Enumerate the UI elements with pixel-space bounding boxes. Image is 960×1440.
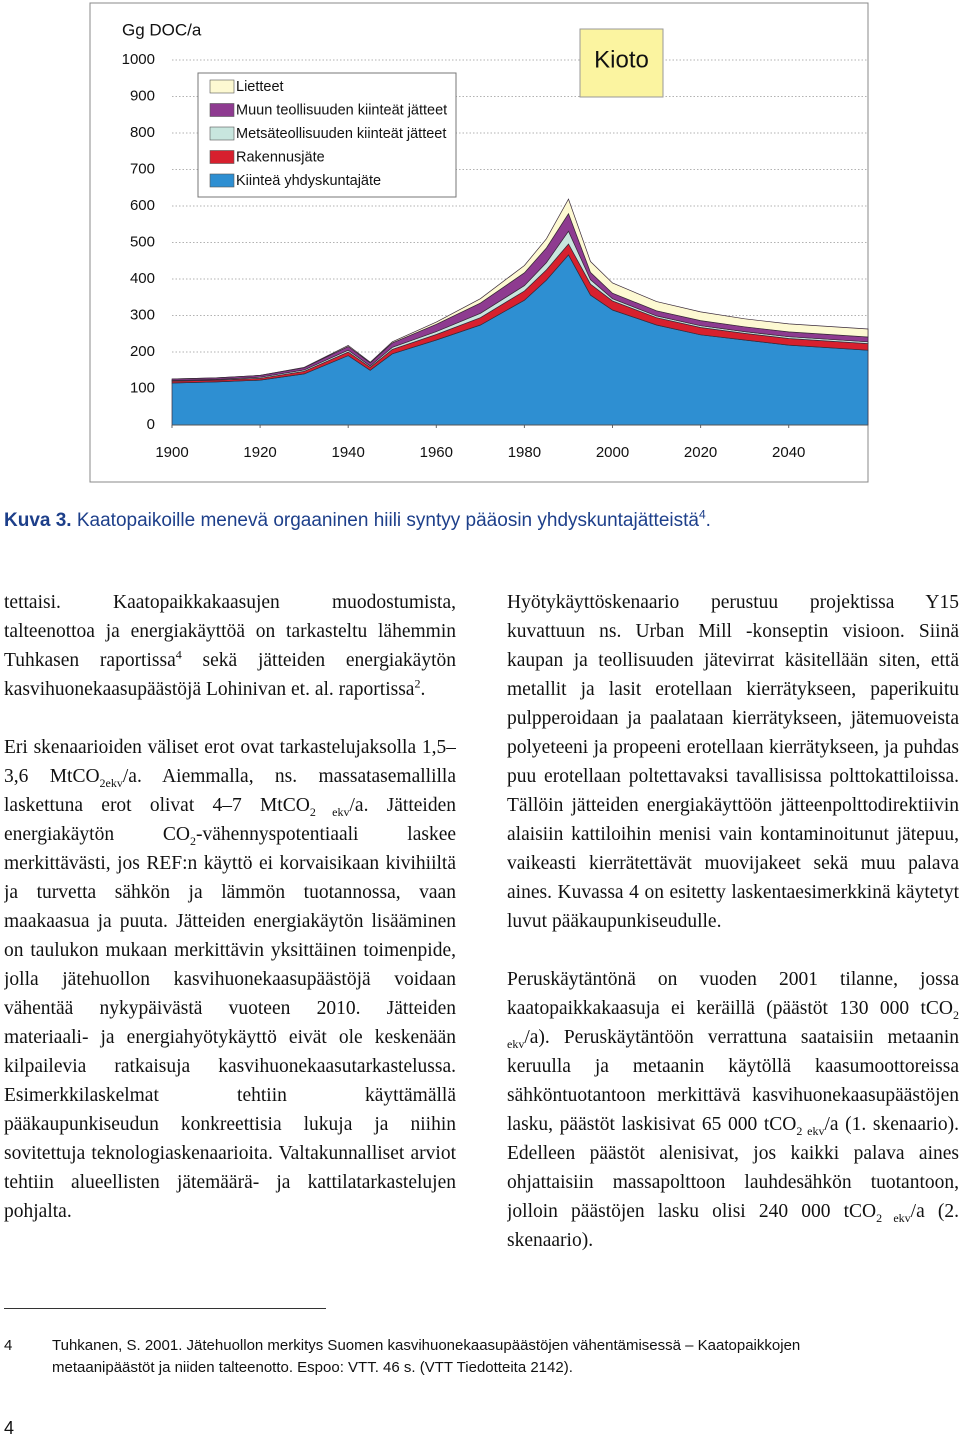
footnote-rule: [4, 1308, 326, 1309]
text-run: Eri skenaarioiden väliset erot ovat tark…: [4, 737, 456, 787]
chart: Gg DOC/a 0 100 200 300 400 500 600 700 800 900 100…: [89, 2, 869, 483]
text-run: /a. Jätteiden energiakäytön CO: [4, 795, 456, 845]
legend-swatch: [209, 150, 235, 164]
text-run: Kaatopaikoille menevä orgaaninen hiili s…: [71, 510, 699, 531]
text-run: sekä jätteiden energiakäytön kasvihuonek…: [4, 650, 456, 700]
x-tick-label: 2020: [684, 444, 717, 461]
y-tick-label: 100: [130, 379, 155, 396]
y-tick-label: 800: [130, 124, 155, 141]
text-run: /a). Peruskäytäntöön verrattuna saataisi…: [507, 1027, 959, 1135]
y-tick-label: 0: [147, 416, 155, 433]
y-tick-label: 1000: [122, 51, 155, 68]
text-run: .: [705, 510, 711, 531]
subscript: 2 ekv: [507, 1007, 959, 1051]
text-run: Hyötykäyttöskenaario perustuu projektiss…: [507, 592, 959, 932]
x-tick-label: 1920: [243, 444, 276, 461]
area-series: [171, 198, 869, 380]
superscript: 2: [414, 676, 421, 691]
legend-swatch: [209, 126, 235, 141]
y-tick-label: 400: [130, 270, 155, 287]
page-number: 4: [4, 1418, 15, 1438]
footnote-number: 4: [4, 1337, 13, 1354]
y-tick-label: 200: [130, 343, 155, 360]
legend-label: Rakennusjäte: [236, 149, 325, 165]
legend-box: [197, 72, 457, 198]
legend-swatch: [209, 103, 235, 117]
subscript: 2ekv: [99, 775, 123, 790]
figure-caption: Kuva 3. Kaatopaikoille menevä orgaaninen…: [4, 507, 944, 532]
legend-label: Lietteet: [236, 79, 284, 95]
paragraph: tettaisi. Kaatopaikkakaasujen muodostumi…: [4, 588, 456, 704]
legend-label: Muun teollisuuden kiinteät jätteet: [236, 102, 447, 118]
text-column: Hyötykäyttöskenaario perustuu projektiss…: [507, 588, 959, 1288]
x-tick-label: 1960: [420, 444, 453, 461]
x-tick-label: 2040: [772, 444, 805, 461]
text-run: Peruskäytäntönä on vuoden 2001 tilanne, …: [507, 969, 959, 1019]
superscript: 4: [698, 507, 706, 522]
x-tick-label: 1900: [155, 444, 188, 461]
text-column: tettaisi. Kaatopaikkakaasujen muodostumi…: [4, 588, 456, 1288]
text-run: /a. Aiemmalla, ns. massatasemallilla las…: [4, 766, 456, 816]
annotation-box: [579, 28, 664, 98]
superscript: 4: [175, 647, 182, 662]
y-tick-label: 300: [130, 306, 155, 323]
text-run: tettaisi. Kaatopaikkakaasujen muodostumi…: [4, 592, 456, 671]
paragraph: Hyötykäyttöskenaario perustuu projektiss…: [507, 588, 959, 936]
x-tick-label: 2000: [596, 444, 629, 461]
legend-label: Metsäteollisuuden kiinteät jätteet: [236, 126, 446, 142]
y-axis-label: Gg DOC/a: [122, 20, 202, 39]
bold-run: Kuva 3.: [4, 510, 72, 531]
x-tick-label: 1940: [332, 444, 365, 461]
y-tick-label: 600: [130, 197, 155, 214]
text-run: -vähennyspotentiaali laskee merkittäväst…: [4, 824, 456, 1222]
legend-swatch: [209, 79, 235, 94]
legend-label: Kiinteä yhdyskuntajäte: [236, 173, 381, 189]
footnote-text: Tuhkanen, S. 2001. Jätehuollon merkitys …: [52, 1337, 801, 1376]
subscript: 2: [190, 833, 197, 848]
paragraph: Eri skenaarioiden väliset erot ovat tark…: [4, 733, 456, 1226]
text-run: /a (1. skenaario). Edelleen päästöt alen…: [507, 1114, 959, 1222]
subscript: 2 ekv: [876, 1210, 911, 1225]
x-tick-label: 1980: [508, 444, 541, 461]
legend-swatch: [209, 173, 235, 188]
subscript: 2 ekv: [796, 1123, 825, 1138]
y-tick-label: 500: [130, 233, 155, 250]
text-run: .: [420, 679, 426, 700]
text-run: /a (2. skenaario).: [507, 1201, 959, 1251]
paragraph: Peruskäytäntönä on vuoden 2001 tilanne, …: [507, 965, 959, 1255]
annotation: Kioto: [594, 46, 649, 73]
y-tick-label: 900: [130, 87, 155, 104]
subscript: 2 ekv: [309, 804, 350, 819]
y-tick-label: 700: [130, 160, 155, 177]
